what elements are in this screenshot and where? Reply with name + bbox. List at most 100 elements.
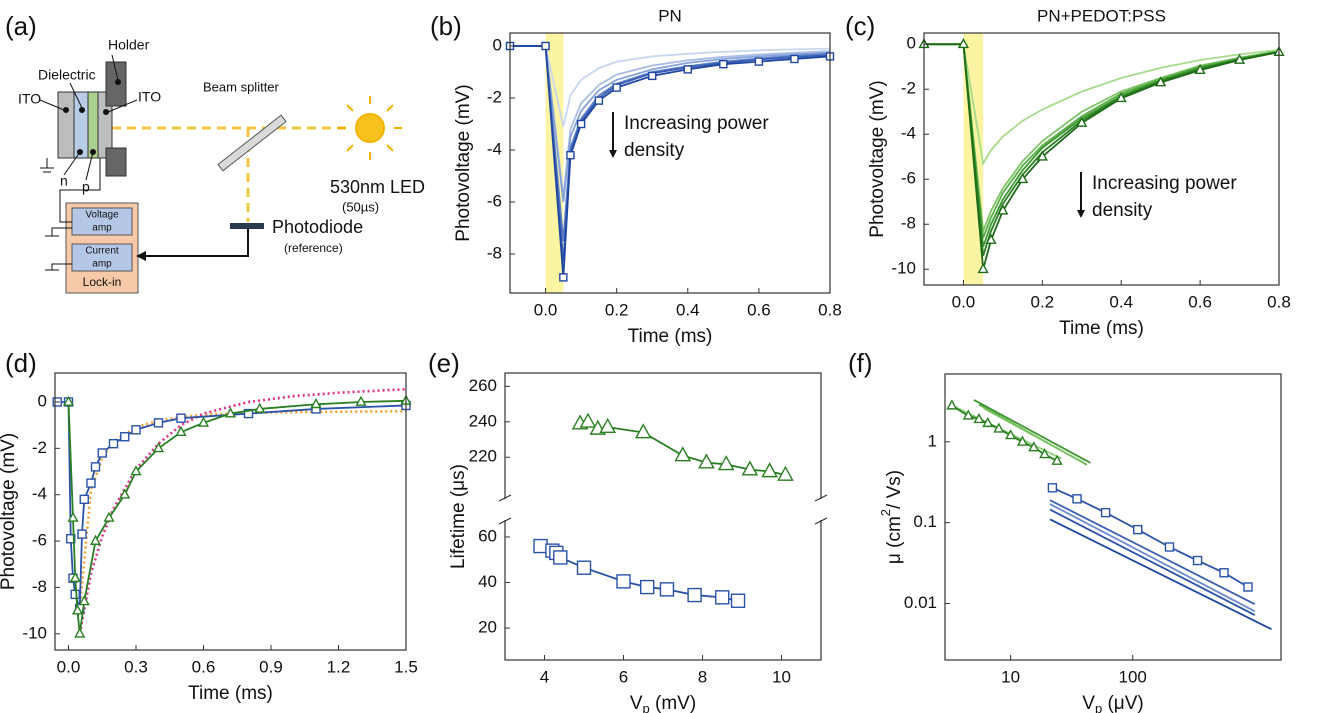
panel-label: (b)	[430, 11, 462, 41]
series-line	[1049, 499, 1256, 606]
axis-label: Vp (μV)	[1082, 693, 1143, 713]
plot-frame	[54, 372, 407, 651]
y-tick-label: -2	[32, 438, 47, 457]
x-tick-label: 0.6	[747, 300, 771, 319]
marker	[553, 550, 568, 565]
marker	[616, 574, 631, 589]
annotation: density	[624, 140, 685, 161]
y-tick-label: -2	[901, 79, 916, 98]
voltage-amp	[71, 207, 133, 236]
marker	[612, 83, 621, 92]
marker	[108, 438, 119, 449]
arrow-head	[136, 251, 146, 261]
marker	[761, 462, 778, 478]
y-tick-label: 0	[493, 35, 502, 54]
marker	[131, 425, 141, 435]
plot-frame	[504, 372, 822, 661]
label: (50µs)	[342, 199, 379, 214]
marker	[1219, 568, 1229, 578]
x-tick-label: 8	[698, 667, 707, 686]
wires	[45, 158, 249, 271]
label: amp	[92, 223, 112, 234]
panel: (e) 4 6 8 10 20 40 60 220 240 260	[428, 348, 828, 686]
marker	[1155, 76, 1167, 87]
y-tick-label: 240	[469, 411, 497, 430]
y-tick-label: -10	[22, 623, 47, 642]
annotation-arrow-head	[609, 150, 617, 158]
plot-frame	[944, 373, 1282, 661]
marker	[67, 511, 79, 522]
marker	[559, 273, 568, 282]
panel-label: (e)	[428, 348, 460, 378]
ito-slab	[57, 91, 75, 159]
marker	[977, 262, 989, 274]
axis-label: Vp (mV)	[630, 693, 696, 713]
marker	[576, 560, 592, 575]
marker	[71, 604, 84, 615]
y-tick-label: 220	[469, 447, 497, 466]
y-tick-label: 1	[928, 431, 937, 450]
panel-label: (d)	[5, 348, 37, 378]
marker	[1036, 150, 1048, 161]
label-part: μ (cm	[884, 516, 905, 564]
p-layer	[87, 91, 99, 159]
label: Photodiode	[272, 217, 363, 237]
label: Holder	[108, 37, 150, 53]
marker	[1005, 429, 1017, 440]
label: Beam splitter	[203, 79, 280, 94]
marker	[130, 465, 142, 476]
plot-frame	[923, 32, 1280, 286]
marker	[946, 399, 958, 410]
label: ITO	[18, 91, 41, 107]
y-tick-label: -8	[901, 214, 916, 233]
panel: (f) 10 100 1 0.1 0.01	[848, 348, 1282, 686]
plot-frame	[509, 32, 831, 294]
series-line	[540, 545, 739, 602]
marker	[1047, 483, 1058, 493]
marker	[355, 395, 367, 406]
marker	[69, 571, 81, 583]
current-amp	[71, 243, 133, 272]
marker	[533, 538, 548, 554]
marker	[1115, 91, 1127, 103]
y-tick-label: 60	[478, 526, 497, 545]
x-tick-label: 0.2	[1031, 292, 1055, 311]
marker	[86, 478, 96, 488]
beam-splitter	[217, 114, 287, 172]
x-tick-label: 0.4	[1109, 292, 1133, 311]
marker	[1133, 524, 1143, 535]
y-tick-label: -4	[487, 139, 502, 158]
marker	[243, 408, 254, 419]
axis-break	[814, 517, 828, 525]
label: amp	[92, 259, 112, 270]
axis-break	[814, 494, 828, 502]
label: 530nm LED	[330, 177, 425, 197]
marker	[997, 204, 1009, 215]
label-part: (mV)	[650, 693, 696, 713]
marker	[77, 529, 87, 539]
label: (reference)	[284, 241, 343, 255]
label: Lock-in	[83, 275, 122, 289]
label: Dielectric	[38, 67, 96, 83]
annotation: Increasing power	[624, 113, 769, 134]
marker	[683, 65, 692, 74]
marker	[579, 412, 597, 428]
marker	[982, 416, 994, 428]
marker	[1051, 454, 1063, 465]
y-tick-label: -6	[487, 191, 502, 210]
label-part: / Vs)	[884, 470, 905, 509]
y-tick-label: -6	[32, 531, 47, 550]
marker	[1028, 441, 1040, 452]
marker	[715, 590, 730, 605]
marker	[1072, 494, 1082, 504]
marker	[576, 119, 586, 129]
label-part: V	[630, 693, 643, 713]
ito-slab	[97, 91, 113, 159]
marker	[1243, 582, 1253, 592]
label-part: p	[1095, 701, 1102, 713]
holder	[105, 147, 127, 177]
marker	[62, 395, 75, 406]
series-line	[78, 387, 407, 635]
marker	[741, 460, 759, 476]
